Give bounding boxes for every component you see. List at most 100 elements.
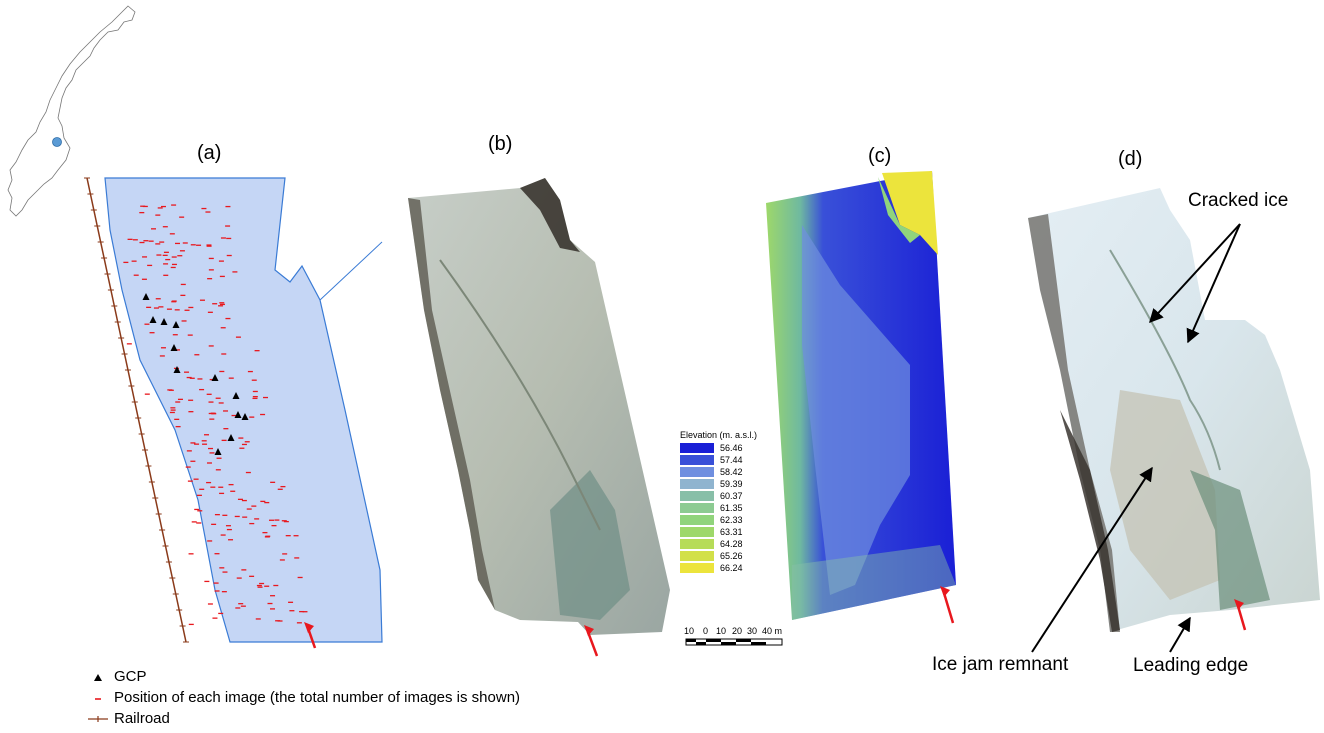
elevation-legend-entry: 63.31 (680, 526, 757, 538)
gcp-marker (173, 366, 181, 373)
elevation-legend: Elevation (m. a.s.l.) 56.46 57.44 58.42 59.… (680, 430, 757, 574)
railroad-ticks (84, 177, 189, 643)
elevation-legend-entries: 56.46 57.44 58.42 59.39 60.37 61.35 62.33 63.31… (680, 442, 757, 574)
scale-label: 10 (716, 626, 727, 636)
panel-d-annotated-orthophoto (1028, 188, 1320, 632)
panel-a-survey-map (84, 177, 383, 649)
legend-railroad: Railroad (88, 708, 520, 729)
flow-arrow-b (584, 625, 599, 657)
elevation-value: 58.42 (720, 467, 743, 477)
cracked-ice-arrow-1 (1149, 223, 1241, 324)
gcp-marker (211, 374, 219, 381)
elevation-legend-entry: 65.26 (680, 550, 757, 562)
gcp-marker (172, 321, 180, 328)
gcp-marker (160, 318, 168, 325)
elevation-color-swatch (680, 503, 714, 513)
dem-high-bank-green (878, 177, 920, 243)
gcp-marker (214, 448, 222, 455)
gcp-markers (142, 293, 249, 455)
elevation-value: 66.24 (720, 563, 743, 573)
scale-bar: 10 0 10 20 30 40 m (684, 626, 784, 646)
elevation-legend-entry: 61.35 (680, 502, 757, 514)
norway-inset-map (7, 5, 136, 217)
legend-image-position-label: Position of each image (the total number… (114, 689, 521, 706)
railroad-line (86, 177, 187, 643)
panel-d-label: (d) (1118, 148, 1143, 170)
gcp-marker (234, 411, 242, 418)
scale-label: 20 (732, 626, 743, 636)
scale-label: 10 (684, 626, 695, 636)
elevation-color-swatch (680, 479, 714, 489)
legend-gcp-label: GCP (114, 668, 147, 685)
shore-vegetation (1060, 410, 1120, 632)
elevation-legend-entry: 57.44 (680, 454, 757, 466)
river-area (104, 177, 383, 643)
elevation-value: 64.28 (720, 539, 743, 549)
elevation-legend-entry: 56.46 (680, 442, 757, 454)
elevation-value: 56.46 (720, 443, 743, 453)
study-site-marker (52, 137, 62, 147)
scale-bar-graphic (685, 638, 783, 646)
cracked-ice-label: Cracked ice (1188, 190, 1289, 211)
dem-ice-surface (802, 225, 910, 595)
river-branch-line (319, 241, 383, 301)
elevation-color-swatch (680, 563, 714, 573)
legend-gcp: GCP (88, 666, 520, 687)
gcp-marker (241, 413, 249, 420)
elevation-color-swatch (680, 515, 714, 525)
dem-bottom-gradient (792, 545, 956, 620)
vegetation-right-bank (520, 178, 580, 252)
norway-outline (7, 5, 136, 217)
gcp-marker (149, 316, 157, 323)
elevation-color-swatch (680, 443, 714, 453)
elevation-color-swatch (680, 551, 714, 561)
scale-label: 40 m (762, 626, 783, 636)
annotation-arrows (1031, 223, 1241, 653)
flow-arrow-a (304, 622, 317, 649)
ice-crack-line (439, 259, 601, 531)
elevation-color-swatch (680, 527, 714, 537)
map-legend: GCP Position of each image (the total nu… (88, 666, 520, 729)
elevation-value: 59.39 (720, 479, 743, 489)
panel-b-orthophoto (408, 178, 670, 657)
panel-c-label: (c) (868, 145, 892, 167)
railroad-line-icon (88, 715, 108, 722)
flow-arrow-c (940, 586, 955, 624)
elevation-value: 61.35 (720, 503, 743, 513)
elevation-legend-entry: 64.28 (680, 538, 757, 550)
gcp-triangle-icon (94, 673, 102, 681)
elevation-color-swatch (680, 491, 714, 501)
ice-jam-area (1110, 390, 1220, 600)
scale-bar-labels: 10 0 10 20 30 40 m (684, 626, 784, 638)
ice-jam-arrow (1031, 466, 1153, 653)
gcp-marker (142, 293, 150, 300)
scale-label: 0 (703, 626, 709, 636)
elevation-legend-entry: 59.39 (680, 478, 757, 490)
gcp-marker (227, 434, 235, 441)
elevation-value: 65.26 (720, 551, 743, 561)
elevation-color-swatch (680, 467, 714, 477)
legend-image-position: Position of each image (the total number… (88, 687, 520, 708)
ice-jam-remnant-label: Ice jam remnant (932, 654, 1069, 675)
cracked-ice-arrow-2 (1186, 223, 1241, 344)
panel-b-label: (b) (488, 133, 513, 155)
elevation-value: 57.44 (720, 455, 743, 465)
scale-label: 30 (747, 626, 758, 636)
panel-c-elevation-model (766, 171, 956, 624)
legend-railroad-label: Railroad (114, 710, 170, 727)
flow-arrow-d (1234, 599, 1247, 631)
leading-edge-arrow (1169, 616, 1191, 653)
leading-edge-label: Leading edge (1133, 655, 1249, 676)
elevation-legend-entry: 58.42 (680, 466, 757, 478)
gcp-marker (232, 392, 240, 399)
elevation-legend-entry: 62.33 (680, 514, 757, 526)
elevation-value: 60.37 (720, 491, 743, 501)
elevation-color-swatch (680, 539, 714, 549)
elevation-value: 62.33 (720, 515, 743, 525)
open-water-channel (550, 470, 630, 620)
elevation-legend-entry: 66.24 (680, 562, 757, 574)
vegetation-left-bank (408, 198, 495, 610)
open-water-green (1190, 470, 1270, 610)
image-position-dash-icon (95, 697, 101, 700)
panel-a-label: (a) (197, 142, 222, 164)
